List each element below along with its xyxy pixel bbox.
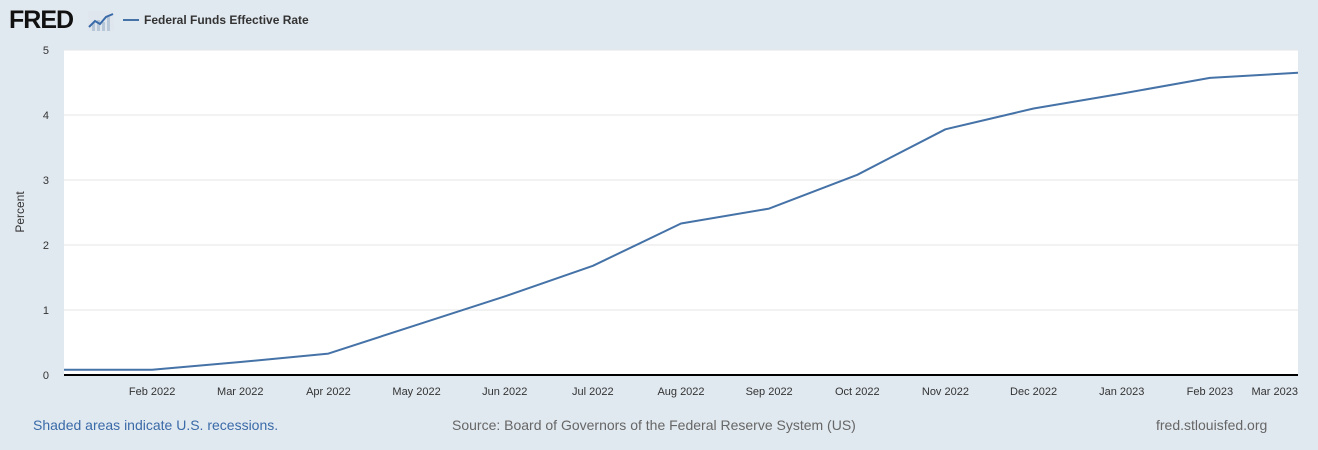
data-point[interactable] — [1206, 74, 1214, 82]
x-tick-label: May 2022 — [392, 386, 440, 398]
x-tick-label: Jun 2022 — [482, 386, 527, 398]
x-tick-label: Oct 2022 — [835, 386, 880, 398]
trend-line-icon — [88, 11, 114, 31]
x-tick-label: Feb 2023 — [1187, 386, 1233, 398]
x-tick-label: Mar 2022 — [217, 386, 263, 398]
y-tick-label: 1 — [43, 305, 49, 317]
data-point[interactable] — [677, 220, 685, 228]
x-axis-ticks: Feb 2022 Mar 2022 Apr 2022 May 2022 Jun 2022… — [129, 386, 1298, 398]
fred-logo[interactable]: FRED — [9, 6, 74, 34]
x-tick-label: Aug 2022 — [657, 386, 704, 398]
legend-label: Federal Funds Effective Rate — [144, 13, 309, 27]
site-link[interactable]: fred.stlouisfed.org — [1156, 417, 1268, 433]
x-tick-label: Mar 2023 — [1252, 386, 1298, 398]
source-note: Source: Board of Governors of the Federa… — [452, 417, 856, 433]
plot-area — [64, 50, 1298, 375]
x-tick-label: Apr 2022 — [306, 386, 351, 398]
x-tick-label: Jul 2022 — [572, 386, 614, 398]
series-group — [60, 69, 1302, 374]
data-point[interactable] — [501, 292, 509, 300]
legend-swatch — [123, 19, 139, 21]
x-tick-label: Nov 2022 — [922, 386, 969, 398]
data-point[interactable] — [589, 262, 597, 270]
data-point[interactable] — [148, 366, 156, 374]
data-point[interactable] — [236, 358, 244, 366]
x-tick-label: Feb 2022 — [129, 386, 175, 398]
data-point[interactable] — [765, 205, 773, 213]
y-axis-title: Percent — [13, 191, 27, 233]
y-axis-ticks: 0 1 2 3 4 5 — [43, 45, 49, 382]
data-point[interactable] — [1118, 90, 1126, 98]
recession-note: Shaded areas indicate U.S. recessions. — [33, 417, 279, 433]
data-point[interactable] — [1294, 69, 1302, 77]
chart-header: FRED Federal Funds Effective Rate — [0, 0, 1318, 40]
chart-legend[interactable]: Federal Funds Effective Rate — [123, 11, 309, 29]
gridlines — [64, 49, 1298, 311]
y-tick-label: 3 — [43, 175, 49, 187]
data-point[interactable] — [413, 321, 421, 329]
y-tick-label: 2 — [43, 240, 49, 252]
data-point[interactable] — [941, 125, 949, 133]
x-tick-label: Jan 2023 — [1099, 386, 1144, 398]
x-tick-label: Sep 2022 — [746, 386, 793, 398]
y-tick-label: 4 — [43, 110, 49, 122]
data-point[interactable] — [60, 366, 68, 374]
y-tick-label: 0 — [43, 370, 49, 382]
data-point[interactable] — [853, 171, 861, 179]
y-tick-label: 5 — [43, 45, 49, 57]
x-tick-label: Dec 2022 — [1010, 386, 1057, 398]
series-line[interactable] — [64, 71, 1299, 371]
data-point[interactable] — [324, 350, 332, 358]
data-point[interactable] — [1030, 105, 1038, 113]
